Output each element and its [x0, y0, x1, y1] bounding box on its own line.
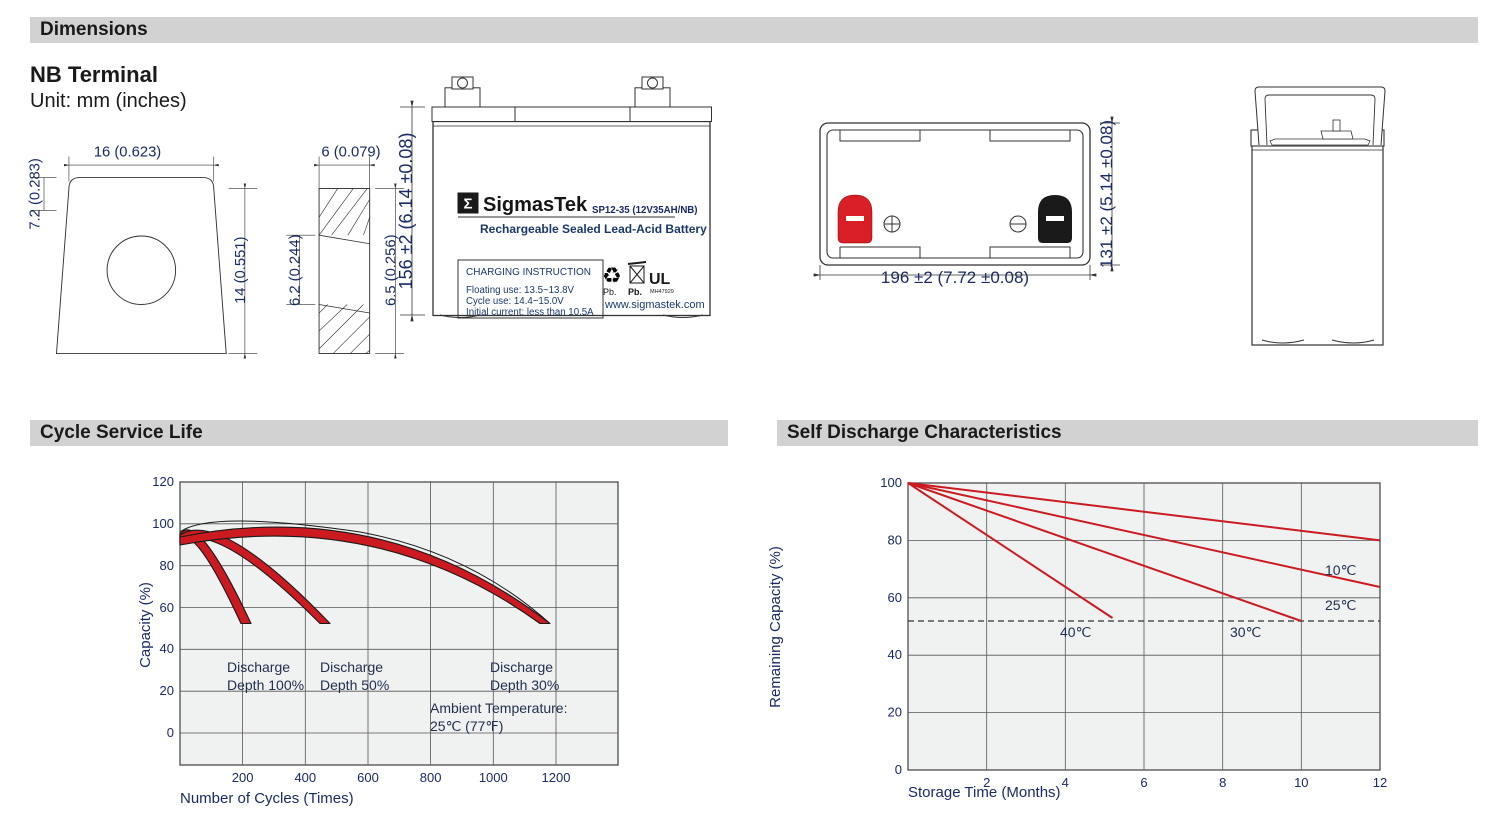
- svg-text:10℃: 10℃: [1325, 562, 1356, 578]
- svg-text:16 (0.623): 16 (0.623): [94, 145, 161, 161]
- svg-text:Rechargeable Sealed Lead-Acid: Rechargeable Sealed Lead-Acid Battery: [480, 222, 707, 236]
- svg-text:6: 6: [1140, 775, 1147, 790]
- svg-text:MH47929: MH47929: [650, 289, 674, 295]
- svg-text:4: 4: [1062, 775, 1069, 790]
- svg-text:Depth 30%: Depth 30%: [490, 677, 559, 693]
- svg-text:14 (0.551): 14 (0.551): [233, 237, 249, 304]
- svg-text:Pb.: Pb.: [628, 287, 642, 297]
- svg-text:196 ±2 (7.72 ±0.08): 196 ±2 (7.72 ±0.08): [881, 268, 1029, 287]
- svg-text:20: 20: [160, 683, 174, 698]
- svg-text:Storage Time (Months): Storage Time (Months): [908, 784, 1061, 801]
- svg-text:80: 80: [888, 532, 902, 547]
- svg-text:6.2 (0.244): 6.2 (0.244): [288, 234, 304, 306]
- svg-text:SigmasTek: SigmasTek: [483, 194, 588, 216]
- svg-text:400: 400: [294, 770, 316, 785]
- svg-text:40℃: 40℃: [1060, 624, 1091, 640]
- svg-text:Depth 100%: Depth 100%: [227, 677, 304, 693]
- svg-text:40: 40: [160, 641, 174, 656]
- svg-text:Σ: Σ: [463, 196, 472, 213]
- svg-text:Discharge: Discharge: [227, 659, 290, 675]
- svg-text:Number of Cycles (Times): Number of Cycles (Times): [180, 790, 354, 807]
- svg-text:Remaining Capacity (%): Remaining Capacity (%): [767, 546, 784, 708]
- svg-text:10: 10: [1294, 775, 1308, 790]
- svg-text:800: 800: [420, 770, 442, 785]
- svg-text:www.sigmastek.com: www.sigmastek.com: [604, 299, 705, 311]
- svg-text:6 (0.079): 6 (0.079): [321, 145, 380, 161]
- svg-text:120: 120: [152, 474, 174, 489]
- svg-text:20: 20: [888, 705, 902, 720]
- svg-text:Ambient Temperature:: Ambient Temperature:: [430, 700, 567, 716]
- svg-text:100: 100: [152, 516, 174, 531]
- svg-text:156 ±2 (6.14 ±0.08): 156 ±2 (6.14 ±0.08): [396, 133, 416, 290]
- svg-text:60: 60: [888, 590, 902, 605]
- svg-text:200: 200: [232, 770, 254, 785]
- svg-text:8: 8: [1219, 775, 1226, 790]
- svg-text:Depth 50%: Depth 50%: [320, 677, 389, 693]
- svg-text:Pb.: Pb.: [603, 287, 617, 297]
- svg-text:♻: ♻: [602, 263, 622, 288]
- svg-text:Discharge: Discharge: [490, 659, 553, 675]
- svg-text:CHARGING INSTRUCTION: CHARGING INSTRUCTION: [466, 267, 591, 278]
- svg-text:80: 80: [160, 558, 174, 573]
- svg-text:UL: UL: [649, 271, 671, 288]
- svg-text:7.2 (0.283): 7.2 (0.283): [27, 158, 43, 230]
- svg-text:40: 40: [888, 647, 902, 662]
- svg-text:100: 100: [880, 475, 902, 490]
- svg-text:12: 12: [1373, 775, 1387, 790]
- svg-text:Capacity (%): Capacity (%): [137, 582, 154, 668]
- svg-text:131 ±2 (5.14 ±0.08): 131 ±2 (5.14 ±0.08): [1097, 120, 1116, 268]
- svg-text:SP12-35 (12V35AH/NB): SP12-35 (12V35AH/NB): [592, 205, 698, 216]
- svg-text:0: 0: [895, 762, 902, 777]
- svg-text:30℃: 30℃: [1230, 624, 1261, 640]
- svg-text:25℃: 25℃: [1325, 597, 1356, 613]
- svg-text:60: 60: [160, 600, 174, 615]
- svg-text:0: 0: [167, 725, 174, 740]
- svg-text:600: 600: [357, 770, 379, 785]
- svg-text:1200: 1200: [542, 770, 571, 785]
- svg-text:Cycle use: 14.4~15.0V: Cycle use: 14.4~15.0V: [466, 296, 564, 307]
- svg-text:Initial current: less than 10.: Initial current: less than 10.5A: [466, 307, 594, 318]
- svg-text:Discharge: Discharge: [320, 659, 383, 675]
- svg-text:25℃ (77℉): 25℃ (77℉): [430, 718, 503, 734]
- svg-text:Floating use: 13.5~13.8V: Floating use: 13.5~13.8V: [466, 285, 575, 296]
- svg-text:1000: 1000: [479, 770, 508, 785]
